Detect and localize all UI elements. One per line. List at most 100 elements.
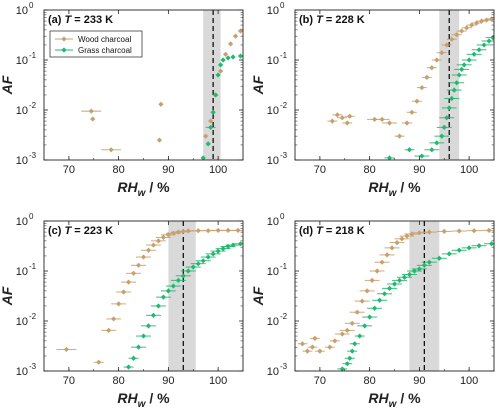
data-point [421, 262, 427, 268]
x-tick-label: 80 [113, 164, 125, 176]
x-tick-label: 90 [413, 164, 425, 176]
y-tick-label: 10 [16, 5, 28, 17]
data-point [203, 133, 209, 139]
data-point [401, 274, 408, 280]
y-tick-exponent: -2 [29, 101, 37, 110]
data-point [451, 87, 457, 93]
y-tick-exponent: -1 [280, 51, 288, 60]
data-point [334, 112, 340, 118]
y-tick-exponent: -2 [29, 312, 37, 321]
data-point [218, 62, 224, 68]
data-point [419, 85, 425, 91]
data-point [429, 65, 435, 71]
data-point [386, 120, 393, 126]
series-grass [337, 241, 494, 371]
plot-area [295, 10, 494, 160]
data-point [344, 327, 350, 333]
y-tick-exponent: -3 [29, 151, 37, 160]
data-point [165, 288, 171, 294]
data-point [190, 264, 196, 270]
y-tick-exponent: -3 [280, 151, 288, 160]
series-wood [56, 227, 243, 365]
data-point [364, 288, 370, 294]
data-point [471, 228, 477, 234]
data-point [160, 234, 166, 240]
y-axis-title: AF [0, 286, 15, 306]
data-point [332, 338, 338, 344]
y-axis-title: AF [0, 75, 15, 95]
x-tick-label: 100 [209, 375, 227, 387]
y-tick-exponent: 0 [29, 1, 34, 10]
y-tick-label: 10 [267, 266, 279, 278]
data-point [195, 261, 201, 267]
data-point [456, 72, 462, 78]
y-tick-label: 10 [267, 155, 279, 167]
data-point [414, 98, 420, 104]
data-point [213, 92, 219, 98]
data-point [339, 366, 345, 371]
y-tick-exponent: -3 [29, 362, 37, 371]
x-tick-label: 90 [162, 375, 174, 387]
data-point [155, 238, 162, 244]
data-point [406, 271, 413, 278]
data-point [396, 277, 403, 283]
x-tick-label: 100 [209, 164, 227, 176]
x-axis-title: RHw / % [117, 390, 170, 410]
data-point [215, 227, 221, 233]
data-point [155, 303, 162, 309]
shaded-band [168, 221, 196, 371]
data-point [459, 28, 465, 34]
data-point [237, 53, 243, 59]
y-tick-exponent: -2 [280, 101, 288, 110]
data-point [466, 245, 472, 251]
y-tick-label: 10 [267, 366, 279, 378]
series-wood [327, 16, 494, 139]
data-point [205, 141, 211, 147]
data-point [116, 301, 122, 307]
x-tick-label: 80 [113, 375, 125, 387]
data-point [232, 33, 239, 39]
y-tick-label: 10 [16, 105, 28, 117]
data-point [379, 259, 385, 265]
data-point [456, 228, 462, 234]
data-point [222, 51, 229, 57]
data-point [444, 42, 450, 48]
series-grass [200, 53, 243, 160]
data-point [329, 118, 335, 124]
data-point [367, 314, 373, 320]
data-point [449, 95, 455, 102]
data-point [299, 341, 306, 347]
data-point [309, 344, 316, 350]
data-point [63, 346, 69, 353]
data-point [227, 41, 234, 47]
x-axis-title: RHw / % [368, 390, 421, 410]
y-tick-exponent: -1 [29, 262, 37, 271]
data-point [357, 333, 363, 339]
data-point [327, 344, 333, 350]
data-point [160, 294, 166, 300]
data-point [210, 109, 216, 115]
y-tick-exponent: -2 [280, 312, 288, 321]
y-tick-label: 10 [16, 366, 28, 378]
y-tick-exponent: 0 [29, 212, 34, 221]
data-point [483, 17, 490, 23]
legend: Wood charcoal Grass charcoal [49, 30, 143, 58]
legend-marker [61, 36, 67, 42]
data-point [473, 20, 480, 26]
data-point [434, 57, 440, 63]
data-point [488, 241, 494, 247]
data-point [130, 270, 137, 276]
data-point [225, 227, 231, 233]
data-point [409, 109, 415, 115]
data-point [441, 124, 447, 130]
data-point [304, 348, 311, 354]
panel-label: (c) T = 223 K [48, 225, 113, 237]
data-point [349, 320, 355, 326]
data-point [185, 228, 191, 234]
data-point [399, 236, 405, 242]
data-point [220, 57, 226, 63]
data-point [486, 38, 492, 44]
